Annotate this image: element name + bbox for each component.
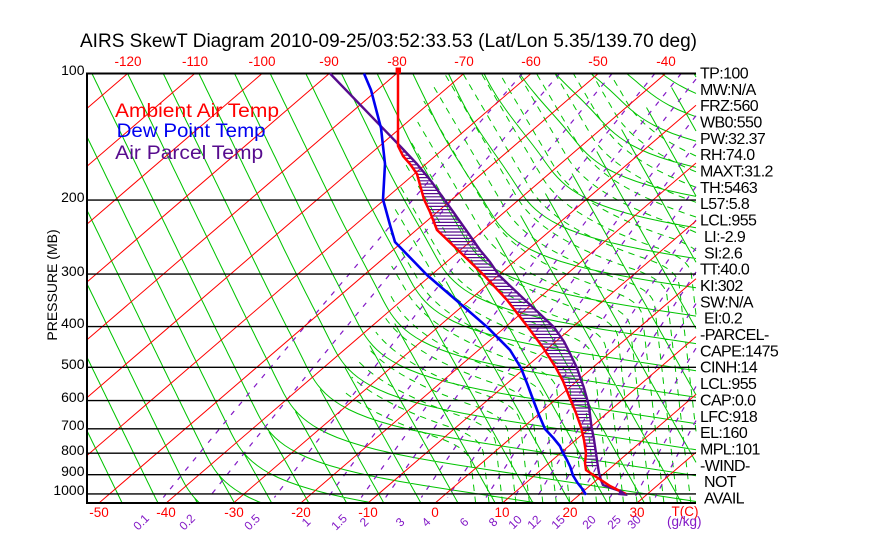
svg-text:TH:5463: TH:5463 <box>700 180 758 197</box>
svg-text:CAP:0.0: CAP:0.0 <box>700 392 756 409</box>
svg-text:LFC:918: LFC:918 <box>700 409 758 426</box>
svg-text:MAXT:31.2: MAXT:31.2 <box>700 164 774 181</box>
svg-text:LI:-2.9: LI:-2.9 <box>704 229 746 246</box>
svg-text:-100: -100 <box>248 54 275 69</box>
svg-text:NOT: NOT <box>704 474 737 491</box>
svg-text:-110: -110 <box>182 54 208 69</box>
svg-text:KI:302: KI:302 <box>700 278 743 295</box>
svg-text:EI:0.2: EI:0.2 <box>704 311 743 328</box>
svg-text:L57:5.8: L57:5.8 <box>700 196 750 213</box>
svg-text:1000: 1000 <box>53 482 84 498</box>
svg-text:-10: -10 <box>358 505 378 520</box>
svg-text:SW:N/A: SW:N/A <box>700 294 754 311</box>
svg-text:AVAIL: AVAIL <box>704 491 745 508</box>
svg-text:WB0:550: WB0:550 <box>700 114 762 131</box>
svg-text:-30: -30 <box>224 505 244 520</box>
svg-text:MW:N/A: MW:N/A <box>700 82 757 99</box>
svg-text:10: 10 <box>494 505 509 520</box>
svg-text:20: 20 <box>562 505 577 520</box>
svg-text:PW:32.37: PW:32.37 <box>700 131 766 148</box>
svg-text:-50: -50 <box>588 54 608 69</box>
svg-text:CINH:14: CINH:14 <box>700 360 758 377</box>
svg-text:-90: -90 <box>319 54 339 69</box>
svg-text:T(C): T(C) <box>672 504 699 519</box>
svg-text:CAPE:1475: CAPE:1475 <box>700 343 779 360</box>
svg-text:Air Parcel Temp: Air Parcel Temp <box>115 143 263 164</box>
svg-text:FRZ:560: FRZ:560 <box>700 98 759 115</box>
svg-text:-20: -20 <box>291 505 311 520</box>
svg-text:Dew Point Temp: Dew Point Temp <box>117 121 266 142</box>
svg-text:-70: -70 <box>454 54 474 69</box>
svg-text:TT:40.0: TT:40.0 <box>700 262 750 279</box>
svg-text:EL:160: EL:160 <box>700 425 748 442</box>
svg-text:500: 500 <box>61 356 85 372</box>
svg-text:PRESSURE (MB): PRESSURE (MB) <box>44 229 60 340</box>
svg-text:-50: -50 <box>89 505 109 520</box>
svg-text:TP:100: TP:100 <box>700 65 749 82</box>
svg-text:30: 30 <box>629 505 644 520</box>
svg-text:-PARCEL-: -PARCEL- <box>700 327 769 344</box>
svg-text:LCL:955: LCL:955 <box>700 213 757 230</box>
svg-text:MPL:101: MPL:101 <box>700 442 761 459</box>
svg-text:-120: -120 <box>114 54 141 69</box>
svg-text:RH:74.0: RH:74.0 <box>700 147 755 164</box>
svg-text:400: 400 <box>61 315 85 331</box>
svg-text:(g/kg): (g/kg) <box>667 514 702 529</box>
svg-text:-80: -80 <box>387 54 407 69</box>
svg-text:AIRS SkewT Diagram 2010-09-25/: AIRS SkewT Diagram 2010-09-25/03:52:33.5… <box>80 31 697 52</box>
svg-text:-WIND-: -WIND- <box>700 458 750 475</box>
svg-text:300: 300 <box>61 263 85 279</box>
svg-text:-40: -40 <box>656 54 676 69</box>
svg-text:600: 600 <box>61 389 85 405</box>
svg-text:-40: -40 <box>156 505 176 520</box>
svg-text:800: 800 <box>61 442 85 458</box>
svg-text:700: 700 <box>61 417 85 433</box>
svg-text:Ambient Air Temp: Ambient Air Temp <box>115 101 279 122</box>
svg-text:LCL:955: LCL:955 <box>700 376 757 393</box>
svg-text:-60: -60 <box>521 54 541 69</box>
svg-text:0: 0 <box>431 505 439 520</box>
svg-text:SI:2.6: SI:2.6 <box>704 245 743 262</box>
svg-text:200: 200 <box>61 189 85 205</box>
svg-text:100: 100 <box>61 62 85 78</box>
svg-text:900: 900 <box>61 463 85 479</box>
